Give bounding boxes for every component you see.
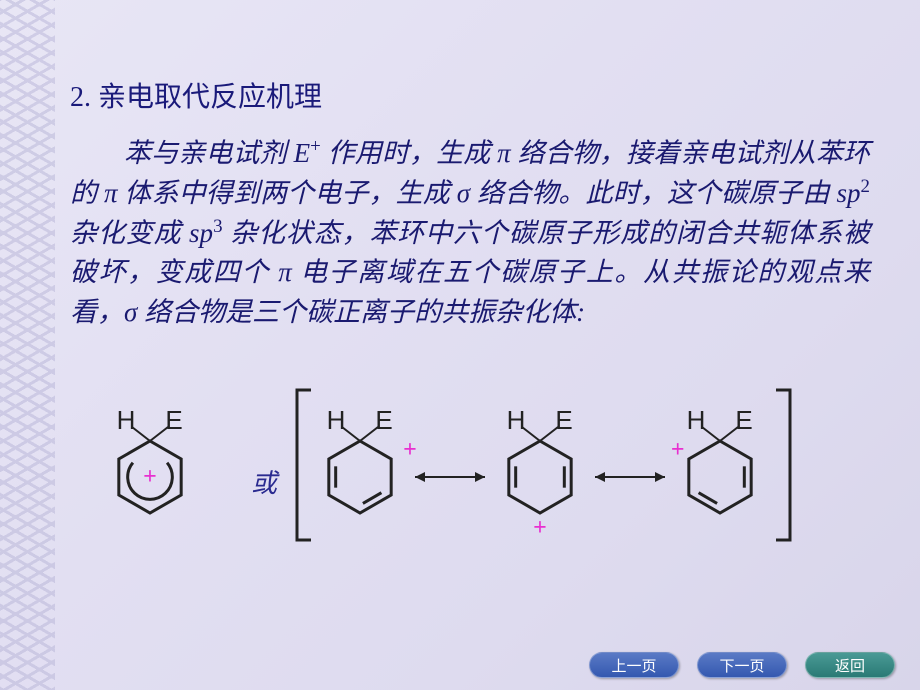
- or-label: 或: [251, 463, 277, 500]
- svg-text:H: H: [117, 405, 136, 435]
- resonance-svg: HE+HE+HE+HE+: [95, 385, 885, 565]
- heading: 2. 亲电取代反应机理: [70, 75, 870, 115]
- back-button[interactable]: 返回: [805, 652, 895, 678]
- resonance-diagram: HE+HE+HE+HE+ 或: [95, 385, 885, 565]
- prev-button[interactable]: 上一页: [589, 652, 679, 678]
- svg-text:+: +: [143, 464, 157, 490]
- svg-text:E: E: [735, 405, 752, 435]
- nav-bar: 上一页 下一页 返回: [589, 652, 895, 678]
- svg-text:H: H: [687, 405, 706, 435]
- svg-text:H: H: [507, 405, 526, 435]
- body-paragraph: 苯与亲电试剂 E+ 作用时，生成 π 络合物，接着亲电试剂从苯环的 π 体系中得…: [70, 133, 870, 332]
- next-button[interactable]: 下一页: [697, 652, 787, 678]
- svg-text:E: E: [375, 405, 392, 435]
- svg-text:+: +: [671, 437, 685, 463]
- helix-decoration: [0, 0, 55, 690]
- svg-text:+: +: [533, 515, 547, 541]
- svg-text:+: +: [403, 437, 417, 463]
- svg-text:E: E: [165, 405, 182, 435]
- slide-content: 2. 亲电取代反应机理 苯与亲电试剂 E+ 作用时，生成 π 络合物，接着亲电试…: [70, 75, 870, 332]
- svg-text:E: E: [555, 405, 572, 435]
- svg-text:H: H: [327, 405, 346, 435]
